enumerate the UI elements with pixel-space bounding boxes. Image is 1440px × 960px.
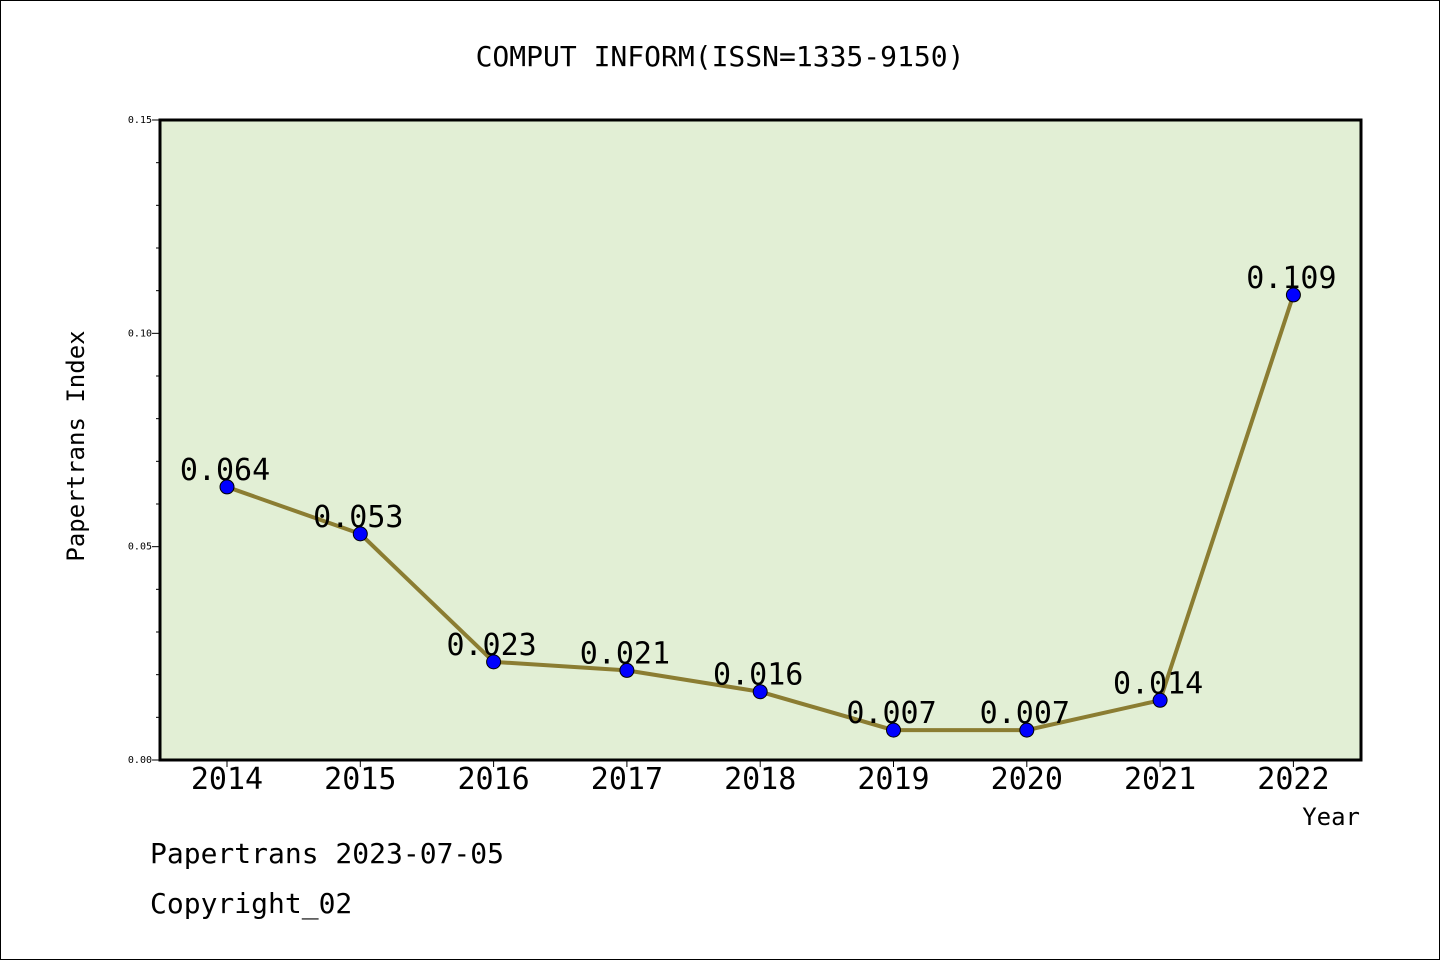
x-axis-title: Year [1302,803,1360,831]
data-label: 0.007 [980,696,1070,731]
x-tick-label: 2017 [591,762,663,797]
data-point [352,526,368,542]
data-label: 0.109 [1246,261,1336,296]
data-label: 0.023 [446,628,536,663]
y-tick-label: 0.15 [128,115,152,126]
data-point [1019,722,1035,738]
data-point [486,654,502,670]
data-label: 0.014 [1113,666,1203,701]
data-label: 0.064 [180,453,270,488]
data-point [1285,287,1301,303]
y-minor-ticks [156,162,160,718]
x-tick-label: 2022 [1257,762,1329,797]
footer-copyright: Copyright_02 [150,887,352,921]
plot-area [158,118,1363,762]
x-tick-label: 2015 [324,762,396,797]
series-markers [219,287,1301,738]
y-axis-ticks: 0.00 0.05 0.10 0.15 [128,115,160,766]
x-axis-ticks: 2014 2015 2016 2017 2018 2019 2020 2021 2022 [191,760,1330,797]
data-label: 0.016 [713,658,803,693]
x-tick-label: 2019 [857,762,929,797]
footer-date: Papertrans 2023-07-05 [150,837,504,870]
x-tick-label: 2014 [191,762,263,797]
data-label: 0.021 [580,636,670,671]
data-point [886,722,901,738]
x-tick-label: 2020 [991,762,1063,797]
y-axis-title: Papertrans Index [62,330,90,561]
data-point [619,662,635,678]
chart-title: COMPUT INFORM(ISSN=1335-9150) [476,40,965,73]
data-label: 0.007 [846,696,936,731]
x-tick-label: 2016 [457,762,529,797]
data-point [219,479,235,495]
data-point [752,684,768,700]
data-labels: 0.064 0.053 0.023 0.021 0.016 0.007 0.007 0.014… [180,261,1337,731]
data-point [1152,692,1168,708]
x-tick-label: 2021 [1124,762,1196,797]
y-tick-label: 0.05 [128,542,152,553]
y-tick-label: 0.10 [128,328,152,339]
y-tick-label: 0.00 [128,755,152,766]
data-label: 0.053 [313,500,403,535]
x-tick-label: 2018 [724,762,796,797]
